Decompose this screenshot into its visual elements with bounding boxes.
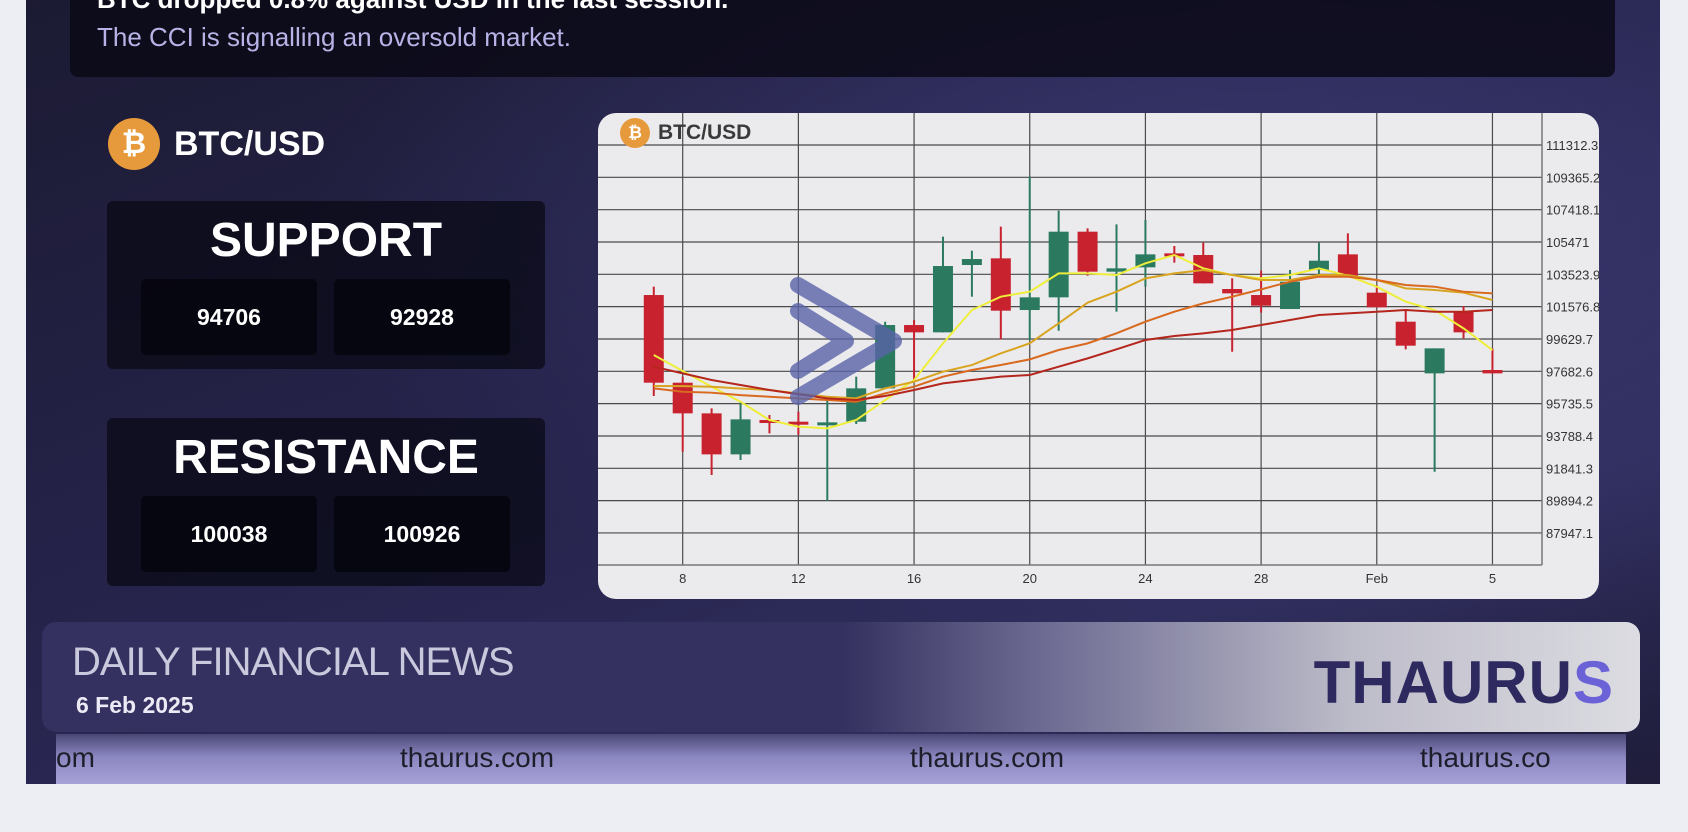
moving-average-line [653,253,1494,430]
news-poster: BTC dropped 0.8% against USD in the last… [26,0,1660,784]
candle-body [817,422,838,426]
candle-body [1048,231,1069,298]
x-tick-label: 24 [1138,571,1152,586]
x-tick-label: 16 [907,571,921,586]
chart-card: 111312.3 109365.2 107418.1 105471 103523.9 10… [598,113,1599,599]
candle-body [759,420,780,424]
website-ticker: om thaurus.com thaurus.com thaurus.co [56,734,1626,784]
y-tick-label: 89894.2 [1546,494,1593,509]
thaurus-logo: THAURUS [1313,649,1614,716]
resistance-panel: RESISTANCE 100038 100926 [107,418,545,586]
candle-body [1395,321,1416,346]
y-tick-label: 95735.5 [1546,397,1593,412]
subheadline: The CCI is signalling an oversold market… [97,22,571,52]
candle-body [701,413,722,455]
x-tick-label: 12 [791,571,805,586]
banner-title: DAILY FINANCIAL NEWS [72,640,515,684]
candle-body [961,259,982,266]
y-tick-label: 109365.2 [1546,170,1599,185]
y-tick-label: 97682.6 [1546,364,1593,379]
candle-body [730,419,751,455]
moving-average-line [653,269,1493,400]
candle-body [1019,297,1040,311]
y-tick-label: 99629.7 [1546,332,1593,347]
candle-body [1106,268,1127,272]
pair-header: ₿ BTC/USD [108,118,325,170]
chart-title-text: BTC/USD [658,121,752,144]
x-tick-label: Feb [1366,571,1388,586]
ticker-item: thaurus.co [1420,742,1551,773]
candle-body [1135,254,1156,268]
y-tick-label: 93788.4 [1546,429,1593,444]
candle-body [788,421,809,425]
chart-title: ₿ BTC/USD [620,118,751,148]
daily-news-banner: DAILY FINANCIAL NEWS 6 Feb 2025 THAURUS [42,622,1640,732]
candle-body [1337,254,1358,276]
candle-body [932,266,953,333]
candle-body [1366,292,1387,308]
y-tick-label: 105471 [1546,235,1589,250]
candle-body [904,325,925,333]
candle-body [1280,281,1301,310]
ticker-item: om [56,742,95,773]
candle-body [1308,260,1329,271]
banner-date: 6 Feb 2025 [76,692,194,718]
candle-body [1222,289,1243,294]
candle-body [1077,231,1098,272]
support-title: SUPPORT [209,214,443,267]
y-tick-label: 111312.3 [1546,138,1598,153]
bitcoin-icon: ₿ [108,118,160,170]
resistance-value-2: 100926 [334,496,510,572]
candle-body [1453,311,1474,333]
candle-body [1424,348,1445,374]
candlestick-chart: 111312.3 109365.2 107418.1 105471 103523.9 10… [598,113,1599,586]
y-tick-label: 91841.3 [1546,461,1593,476]
y-tick-label: 101576.8 [1546,300,1599,315]
support-panel: SUPPORT 94706 92928 [107,201,545,369]
support-value-2: 92928 [334,279,510,355]
support-value-1: 94706 [141,279,317,355]
x-tick-label: 20 [1023,571,1037,586]
x-tick-label: 8 [679,571,686,586]
candle-body [1251,295,1272,306]
moving-average-line [653,309,1493,402]
y-tick-label: 103523.9 [1546,267,1599,282]
x-tick-label: 28 [1254,571,1268,586]
bitcoin-icon: ₿ [620,118,650,148]
candle-body [1482,370,1503,374]
candle-body [672,382,693,414]
y-tick-label: 107418.1 [1546,203,1599,218]
ticker-item: thaurus.com [910,742,1065,773]
headline: BTC dropped 0.8% against USD in the last… [97,0,728,15]
ticker-item: thaurus.com [400,742,555,773]
candle-body [643,295,664,383]
headline-box: BTC dropped 0.8% against USD in the last… [70,0,1615,77]
pair-label: BTC/USD [174,124,326,163]
resistance-value-1: 100038 [141,496,317,572]
fast-forward-overlay-icon[interactable] [786,271,916,411]
x-tick-label: 5 [1489,571,1496,586]
resistance-title: RESISTANCE [173,431,479,484]
y-tick-label: 87947.1 [1546,526,1593,541]
candle-body [990,258,1011,311]
